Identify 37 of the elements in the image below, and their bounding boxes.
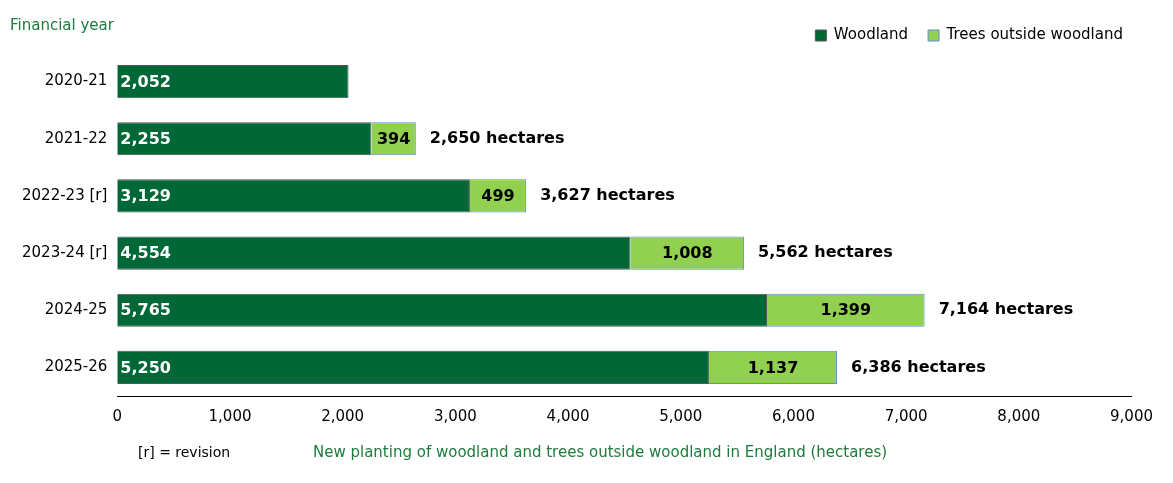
legend-label: Woodland [833, 25, 909, 44]
data-label: 1,137 [747, 357, 799, 377]
data-label: 394 [376, 128, 411, 148]
data-label: 1,008 [662, 243, 713, 263]
data-label: 499 [481, 186, 515, 206]
y-tick-label: 2021-22 [44, 128, 108, 147]
y-tick-label: 2020-21 [44, 71, 108, 90]
x-tick-label: 7,000 [884, 406, 928, 425]
data-label: 4,554 [120, 243, 171, 263]
text: [r] = revision [138, 443, 231, 460]
x-tick-label: 0 [112, 406, 123, 425]
data-label: 2,255 [120, 128, 171, 148]
data-label: 2,052 [120, 71, 171, 91]
x-tick-label: 1,000 [208, 406, 252, 425]
total-label: 6,386 hectares [851, 356, 986, 376]
y-tick-label: 2022-23 [r] [22, 185, 108, 204]
legend-label: Trees outside woodland [945, 25, 1123, 44]
x-tick-label: 5,000 [659, 406, 703, 425]
x-axis-title: New planting of woodland and trees outside woodland in England (hectares) [313, 442, 888, 461]
x-tick-label: 8,000 [997, 406, 1041, 425]
data-label: 3,129 [120, 186, 171, 206]
total-label: 3,627 hectares [540, 185, 675, 205]
total-label: 7,164 hectares [938, 299, 1074, 319]
data-label: 1,399 [820, 300, 872, 320]
x-tick-label: 2,000 [321, 406, 365, 425]
y-tick-label: 2025-26 [44, 357, 108, 376]
x-tick-label: 4,000 [546, 406, 590, 425]
x-tick-label: 3,000 [433, 406, 477, 425]
total-label: 2,650 hectares [429, 127, 565, 147]
y-axis-title: Financial year [10, 15, 115, 34]
total-label: 5,562 hectares [758, 242, 893, 262]
data-label: 5,765 [120, 300, 171, 320]
x-tick-label: 9,000 [1110, 406, 1154, 425]
y-tick-label: 2024-25 [44, 300, 108, 319]
x-tick-label: 6,000 [771, 406, 815, 425]
y-tick-label: 2023-24 [r] [22, 242, 108, 261]
data-label: 5,250 [120, 357, 171, 377]
